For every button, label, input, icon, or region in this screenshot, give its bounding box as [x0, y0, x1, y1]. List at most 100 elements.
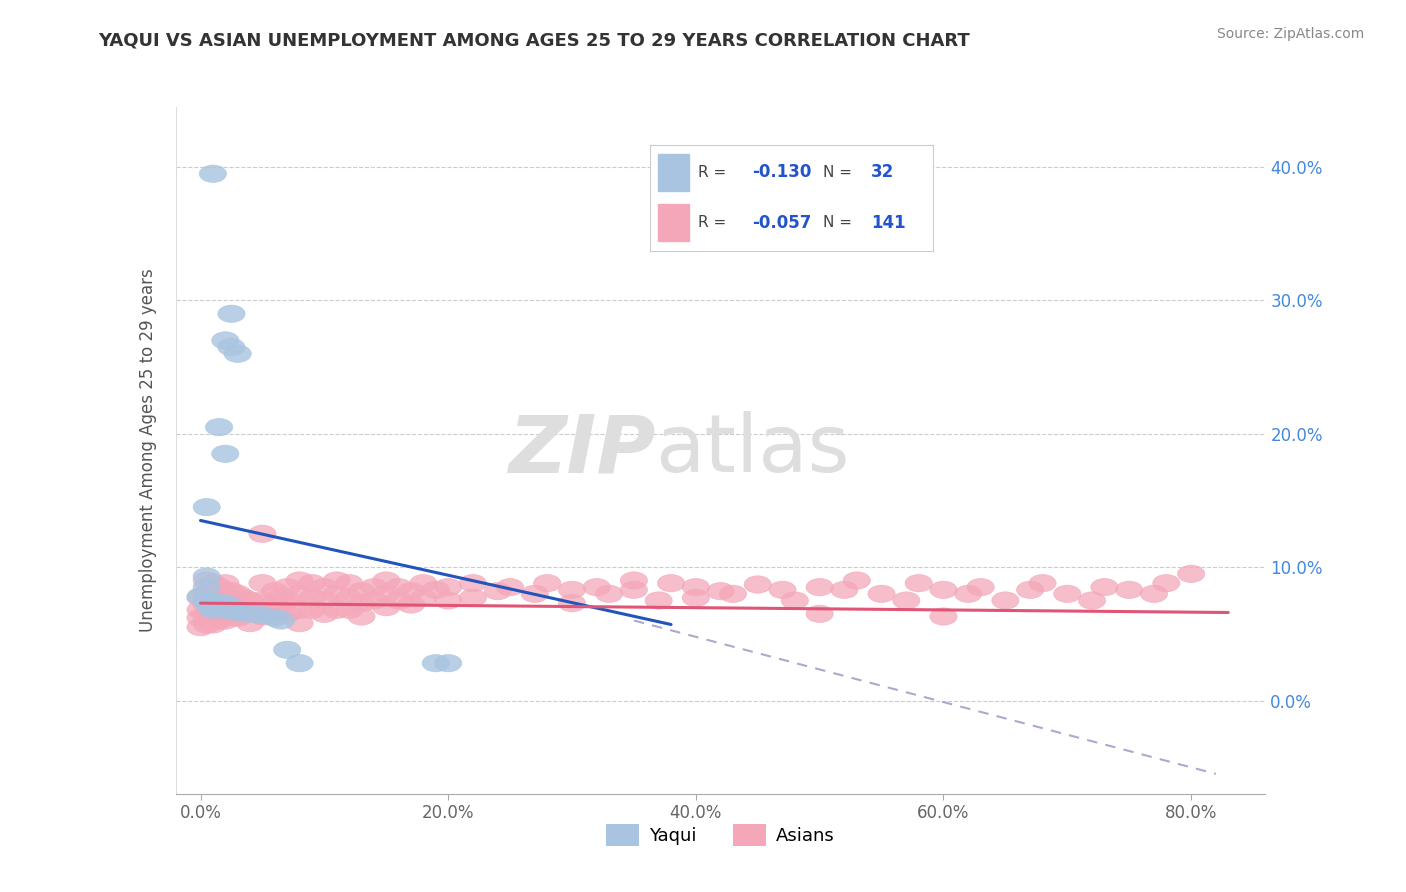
Ellipse shape [200, 615, 226, 633]
Ellipse shape [522, 585, 548, 602]
Ellipse shape [360, 579, 388, 596]
Ellipse shape [460, 574, 486, 591]
Ellipse shape [806, 579, 834, 596]
Ellipse shape [844, 572, 870, 589]
Ellipse shape [212, 601, 239, 618]
Ellipse shape [249, 607, 276, 624]
Ellipse shape [1053, 585, 1081, 602]
Ellipse shape [682, 589, 710, 607]
Ellipse shape [231, 601, 257, 618]
Ellipse shape [620, 572, 648, 589]
Ellipse shape [1029, 574, 1056, 591]
Ellipse shape [1017, 582, 1043, 599]
Text: atlas: atlas [655, 411, 849, 490]
Ellipse shape [224, 599, 252, 615]
Ellipse shape [929, 607, 957, 625]
Ellipse shape [205, 579, 233, 596]
Text: R =: R = [697, 215, 731, 230]
Ellipse shape [214, 596, 242, 613]
Ellipse shape [285, 601, 314, 618]
Ellipse shape [434, 655, 461, 672]
Ellipse shape [212, 588, 239, 605]
Ellipse shape [311, 579, 337, 596]
Ellipse shape [782, 591, 808, 609]
Ellipse shape [1078, 591, 1105, 609]
Ellipse shape [409, 574, 437, 591]
Ellipse shape [267, 588, 295, 605]
Ellipse shape [991, 591, 1019, 609]
Ellipse shape [1091, 579, 1118, 596]
Ellipse shape [224, 345, 252, 362]
Ellipse shape [658, 574, 685, 591]
Ellipse shape [224, 585, 252, 602]
Ellipse shape [534, 574, 561, 591]
Ellipse shape [200, 574, 226, 591]
Ellipse shape [200, 596, 226, 613]
Ellipse shape [236, 602, 264, 620]
Ellipse shape [323, 572, 350, 589]
Ellipse shape [929, 582, 957, 599]
Ellipse shape [285, 585, 314, 602]
Ellipse shape [205, 597, 233, 615]
Text: ZIP: ZIP [508, 411, 655, 490]
Ellipse shape [496, 579, 523, 596]
Ellipse shape [744, 576, 772, 593]
Ellipse shape [558, 594, 586, 612]
Ellipse shape [1177, 566, 1205, 582]
Ellipse shape [398, 582, 425, 599]
Ellipse shape [249, 607, 276, 625]
Ellipse shape [262, 609, 288, 626]
Text: Source: ZipAtlas.com: Source: ZipAtlas.com [1216, 27, 1364, 41]
Ellipse shape [218, 338, 245, 356]
Ellipse shape [285, 572, 314, 589]
Ellipse shape [205, 602, 233, 620]
Ellipse shape [285, 655, 314, 672]
Ellipse shape [373, 585, 399, 602]
Text: -0.057: -0.057 [752, 213, 811, 232]
Ellipse shape [360, 591, 388, 609]
Ellipse shape [205, 612, 233, 629]
Ellipse shape [212, 601, 239, 618]
Ellipse shape [218, 594, 245, 612]
Ellipse shape [218, 599, 245, 615]
Text: 141: 141 [870, 213, 905, 232]
Ellipse shape [373, 599, 399, 615]
Ellipse shape [193, 607, 221, 625]
Ellipse shape [193, 499, 221, 516]
Ellipse shape [336, 589, 363, 607]
Ellipse shape [224, 609, 252, 626]
Bar [658, 154, 689, 191]
Ellipse shape [323, 585, 350, 602]
Ellipse shape [187, 588, 214, 605]
Ellipse shape [274, 591, 301, 609]
Ellipse shape [967, 579, 994, 596]
Ellipse shape [583, 579, 610, 596]
Ellipse shape [200, 601, 226, 618]
Ellipse shape [707, 582, 734, 599]
Ellipse shape [236, 605, 264, 623]
Ellipse shape [195, 594, 222, 612]
Ellipse shape [193, 579, 221, 596]
Ellipse shape [212, 332, 239, 349]
Ellipse shape [484, 582, 512, 599]
Ellipse shape [558, 582, 586, 599]
Ellipse shape [868, 585, 896, 602]
Ellipse shape [193, 585, 221, 602]
Ellipse shape [1115, 582, 1143, 599]
Ellipse shape [200, 165, 226, 182]
Ellipse shape [200, 599, 226, 615]
Ellipse shape [893, 591, 920, 609]
Ellipse shape [806, 605, 834, 623]
Ellipse shape [200, 607, 226, 625]
Ellipse shape [831, 582, 858, 599]
Ellipse shape [274, 641, 301, 658]
Ellipse shape [187, 618, 214, 636]
Bar [658, 204, 689, 241]
Ellipse shape [336, 574, 363, 591]
Ellipse shape [218, 582, 245, 599]
Ellipse shape [193, 596, 221, 613]
Text: YAQUI VS ASIAN UNEMPLOYMENT AMONG AGES 25 TO 29 YEARS CORRELATION CHART: YAQUI VS ASIAN UNEMPLOYMENT AMONG AGES 2… [98, 31, 970, 49]
Ellipse shape [193, 615, 221, 633]
Text: 32: 32 [870, 163, 894, 181]
Ellipse shape [201, 593, 229, 610]
